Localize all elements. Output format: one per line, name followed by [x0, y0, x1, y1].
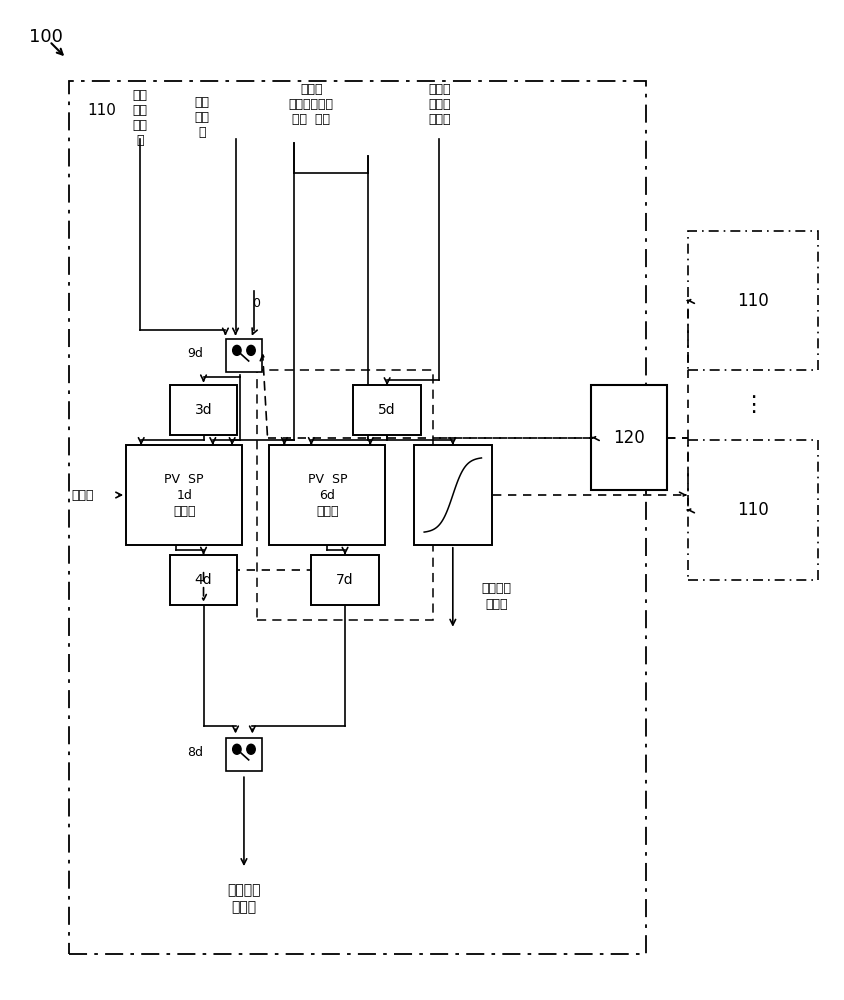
Text: 电功率: 电功率 — [71, 489, 94, 502]
Text: 9d: 9d — [187, 347, 203, 360]
Text: 7d: 7d — [336, 573, 354, 587]
Bar — [687, 440, 817, 580]
Text: 120: 120 — [612, 429, 644, 447]
Bar — [170, 555, 237, 605]
Text: 二回路
总负荷
参考值: 二回路 总负荷 参考值 — [428, 83, 450, 126]
Text: PV  SP
1d
输出值: PV SP 1d 输出值 — [165, 473, 203, 518]
Text: 一次
调频
量: 一次 调频 量 — [194, 96, 209, 139]
Circle shape — [246, 345, 255, 355]
Text: 汽机
负荷
参考
值: 汽机 负荷 参考 值 — [133, 89, 148, 147]
Text: 110: 110 — [87, 103, 116, 118]
Text: 100: 100 — [30, 28, 63, 46]
Bar — [126, 445, 242, 545]
Bar — [257, 370, 433, 620]
Bar — [226, 738, 262, 771]
Bar — [269, 445, 385, 545]
Text: 0: 0 — [252, 297, 260, 310]
Bar — [687, 231, 817, 370]
Bar — [353, 385, 420, 435]
Text: 去往功率
调节棒: 去往功率 调节棒 — [481, 582, 511, 611]
Bar — [68, 81, 645, 954]
Text: 主蒸汽
主蒸汽压力设
压力  定值: 主蒸汽 主蒸汽压力设 压力 定值 — [289, 83, 333, 126]
Text: 110: 110 — [736, 292, 768, 310]
Text: 4d: 4d — [194, 573, 212, 587]
Bar — [311, 555, 378, 605]
Bar — [414, 445, 491, 545]
Bar — [226, 339, 262, 372]
Text: 3d: 3d — [194, 403, 212, 417]
Text: 5d: 5d — [378, 403, 396, 417]
Circle shape — [232, 345, 241, 355]
Circle shape — [232, 744, 241, 754]
Text: 8d: 8d — [187, 746, 203, 759]
Text: PV  SP
6d
输出值: PV SP 6d 输出值 — [307, 473, 347, 518]
Text: 110: 110 — [736, 501, 768, 519]
Bar — [170, 385, 237, 435]
Text: 去往汽机
主调阀: 去往汽机 主调阀 — [227, 883, 261, 915]
Text: ⋮: ⋮ — [741, 395, 763, 415]
Bar — [590, 385, 666, 490]
Circle shape — [246, 744, 255, 754]
